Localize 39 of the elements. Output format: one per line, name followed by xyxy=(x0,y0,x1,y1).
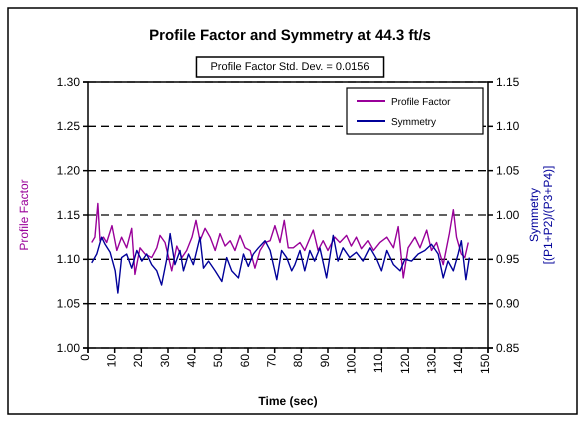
x-tick-label: 120 xyxy=(398,354,412,374)
x-tick-label: 150 xyxy=(478,354,492,374)
y2-tick-label: 0.95 xyxy=(496,252,520,266)
x-tick-label: 40 xyxy=(184,354,198,368)
y-tick-label: 1.30 xyxy=(56,74,80,89)
x-tick-label: 130 xyxy=(424,354,438,374)
x-tick-label: 0 xyxy=(78,354,92,361)
line-series xyxy=(91,232,470,294)
y-tick-label: 1.25 xyxy=(56,119,80,134)
x-tick-label: 20 xyxy=(131,354,146,368)
x-tick-label: 110 xyxy=(371,354,386,374)
x-tick-label: 90 xyxy=(318,354,332,368)
y2-tick-label: 1.15 xyxy=(496,74,520,89)
legend-label: Symmetry xyxy=(391,117,436,128)
y2-tick-label: 1.10 xyxy=(496,119,520,134)
y2-tick-label: 1.05 xyxy=(496,164,520,178)
x-tick-label: 100 xyxy=(344,354,358,374)
x-tick-label: 80 xyxy=(291,354,306,368)
y-axis-title: Profile Factor xyxy=(17,179,31,251)
x-tick-label: 50 xyxy=(211,354,226,368)
y-tick-label: 1.00 xyxy=(56,340,80,355)
x-tick-label: 140 xyxy=(451,354,466,374)
text: Profile Factor Std. Dev. = 0.0156 xyxy=(210,61,370,73)
y-tick-label: 1.05 xyxy=(56,296,80,311)
x-tick-label: 10 xyxy=(104,354,118,368)
y-tick-label: 1.10 xyxy=(56,252,80,266)
y2-tick-label: 0.85 xyxy=(496,340,520,355)
y2-axis-title: Symmetry [(P1+P2)/(P3+P4)] xyxy=(527,166,555,264)
legend-label: Profile Factor xyxy=(391,97,452,108)
y-tick-label: 1.15 xyxy=(56,208,80,222)
y2-tick-label: 1.00 xyxy=(496,208,520,222)
y2-tick-label: 0.90 xyxy=(496,296,520,311)
chart-title: Profile Factor and Symmetry at 44.3 ft/s xyxy=(149,27,431,44)
x-tick-label: 30 xyxy=(158,354,172,368)
x-tick-label: 70 xyxy=(264,354,278,368)
x-axis-title: Time (sec) xyxy=(258,394,318,408)
y-tick-label: 1.20 xyxy=(56,164,80,178)
x-tick-label: 60 xyxy=(238,354,252,368)
line-series xyxy=(91,202,469,279)
